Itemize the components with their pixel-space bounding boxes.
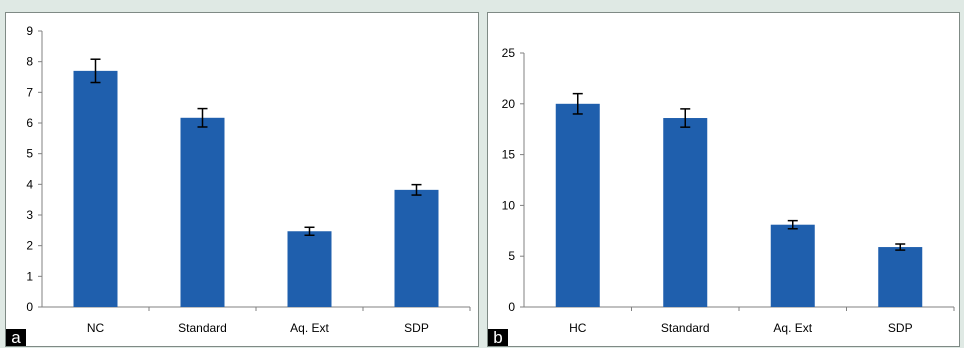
chart-a-error-bar (90, 58, 101, 84)
chart-b-y-tick-label: 15 (502, 148, 516, 162)
chart-a-y-tick-label: 8 (26, 55, 33, 69)
chart-b-bar (555, 103, 600, 307)
chart-a-y-tick-label: 6 (26, 116, 33, 130)
panel-label-b: b (488, 329, 508, 346)
chart-b-category-label: Standard (661, 321, 710, 335)
chart-b-error-bar (895, 243, 906, 251)
chart-a-y-tick-label: 3 (26, 208, 33, 222)
chart-a-y-tick-label: 9 (26, 24, 33, 38)
chart-b-category-label: SDP (888, 321, 913, 335)
chart-a-category-label: SDP (404, 321, 429, 335)
chart-a-y-tick-label: 1 (26, 269, 33, 283)
chart-a-svg: 0 1 2 3 4 5 6 7 8 9 NC Standard Aq. Ext SDP (26, 24, 471, 335)
chart-b-y-tick-label: 20 (502, 97, 516, 111)
chart-a-bar (180, 117, 225, 307)
chart-b-error-bar (787, 219, 798, 230)
chart-b-category-label: HC (569, 321, 587, 335)
chart-b-y-tick-label: 0 (508, 300, 515, 314)
chart-b-error-bar (680, 108, 691, 128)
chart-b-error-bar (572, 92, 583, 115)
chart-a-bar (73, 70, 118, 307)
chart-a-bar (394, 189, 439, 307)
chart-b-bar (770, 224, 815, 307)
chart-b-category-label: Aq. Ext (773, 321, 812, 335)
chart-a-y-tick-label: 2 (26, 239, 33, 253)
chart-a-y-tick-label: 7 (26, 85, 33, 99)
chart-a-category-label: Aq. Ext (290, 321, 329, 335)
chart-a-category-label: NC (87, 321, 105, 335)
chart-b-y-tick-label: 10 (502, 198, 516, 212)
chart-a-error-bar (411, 183, 422, 196)
chart-panel-b: 0 5 10 15 20 25 HC Standard Aq. Ext SDP b (487, 12, 960, 347)
chart-b-y-tick-label: 5 (508, 249, 515, 263)
chart-a-y-tick-label: 0 (26, 300, 33, 314)
chart-a-y-tick-label: 5 (26, 147, 33, 161)
chart-a-y-tick-label: 4 (26, 177, 33, 191)
chart-b-bar (663, 118, 708, 307)
chart-panel-a: 0 1 2 3 4 5 6 7 8 9 NC Standard Aq. Ext SDP a (5, 12, 479, 347)
chart-a-error-bar (197, 107, 208, 128)
chart-a-category-label: Standard (178, 321, 227, 335)
chart-a-error-bar (304, 226, 315, 236)
chart-a-bar (287, 231, 332, 307)
panel-label-a: a (6, 329, 26, 346)
chart-b-y-tick-label: 25 (502, 46, 516, 60)
chart-b-svg: 0 5 10 15 20 25 HC Standard Aq. Ext SDP (502, 46, 955, 335)
chart-b-bar (878, 247, 923, 307)
